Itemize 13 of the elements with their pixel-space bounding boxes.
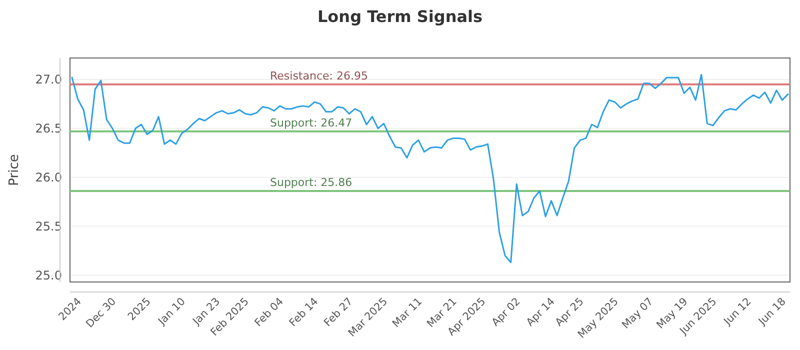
x-tick-label: Dec 30 xyxy=(84,296,119,330)
x-tick-label: Feb 14 xyxy=(287,295,321,330)
ref-line-label: Support: 26.47 xyxy=(270,116,352,130)
x-tick-label: Jun 18 xyxy=(756,296,788,328)
ref-line-label: Resistance: 26.95 xyxy=(270,69,368,82)
x-tick-label: Jan 10 xyxy=(155,296,188,328)
chart-title: Long Term Signals xyxy=(317,7,483,26)
x-tick-label: Jun 12 xyxy=(721,296,754,328)
x-tick-label: Mar 11 xyxy=(390,296,425,330)
y-axis-title: Price xyxy=(7,154,22,186)
x-tick-label: Apr 02 xyxy=(490,296,523,329)
x-tick-label: Feb 04 xyxy=(252,295,286,330)
ref-line-label: Support: 25.86 xyxy=(270,176,352,190)
